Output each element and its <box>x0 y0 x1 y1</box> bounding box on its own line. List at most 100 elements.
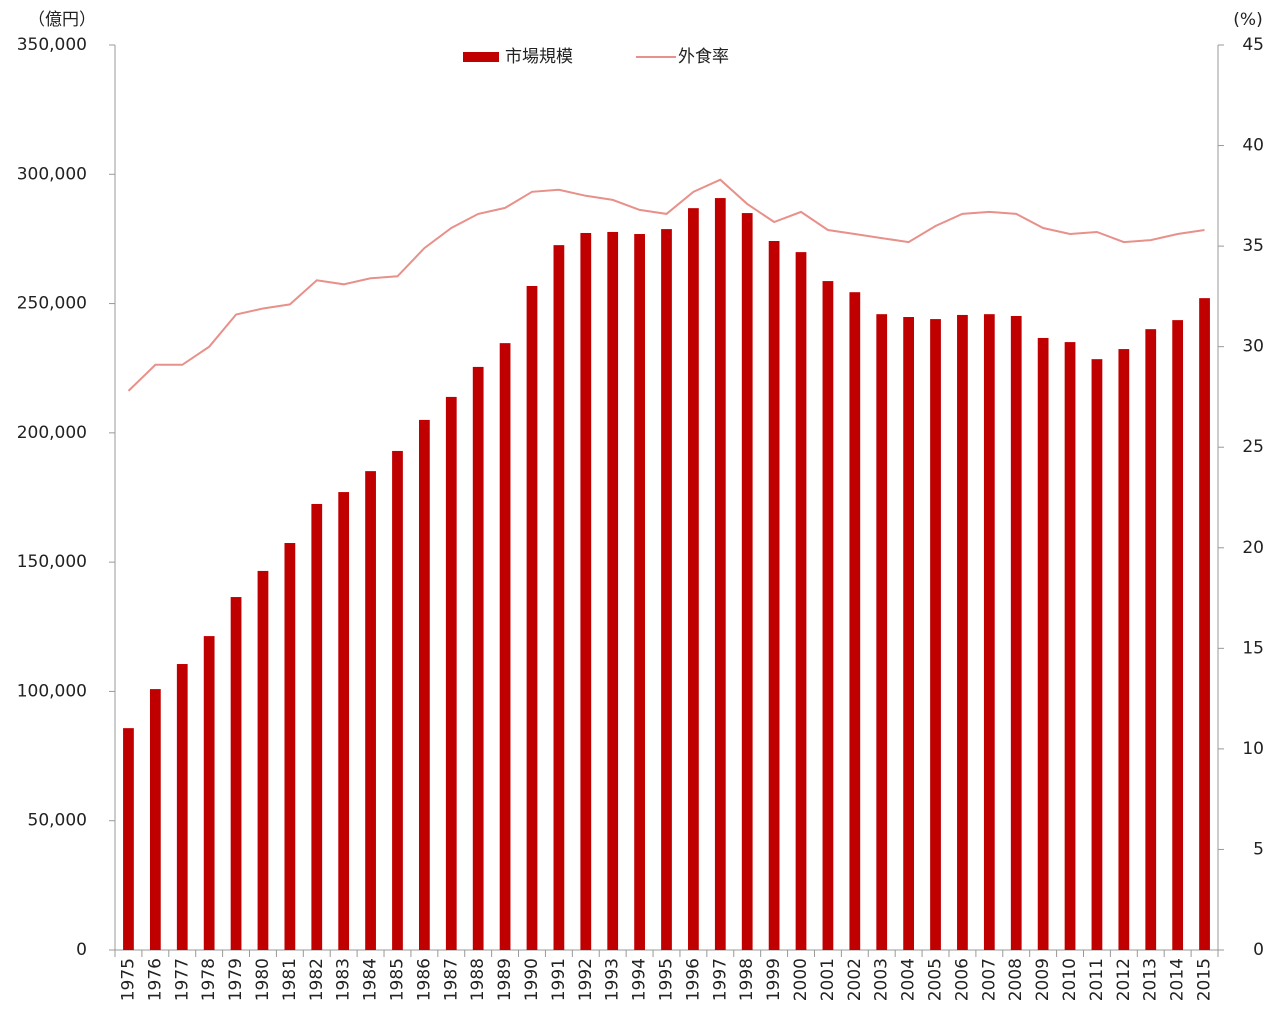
y2-tick-label: 45 <box>1242 35 1264 55</box>
y-tick-label: 350,000 <box>17 35 87 55</box>
y-tick-label: 300,000 <box>17 164 87 184</box>
y-axis-unit: （億円） <box>28 10 96 30</box>
y2-tick-label: 10 <box>1242 739 1264 759</box>
bar <box>822 281 834 951</box>
bar <box>688 208 699 950</box>
x-tick-label: 2000 <box>791 958 811 1001</box>
legend-label: 外食率 <box>678 47 729 67</box>
bar <box>1118 349 1130 951</box>
bar <box>1091 359 1103 950</box>
bar <box>526 285 538 950</box>
x-tick-label: 1988 <box>468 958 488 1001</box>
y2-tick-label: 30 <box>1242 337 1264 357</box>
bar <box>230 597 242 950</box>
bar <box>1064 342 1076 950</box>
x-tick-label: 1986 <box>414 958 434 1001</box>
x-tick-label: 2013 <box>1141 958 1161 1001</box>
legend-label: 市場規模 <box>505 47 573 67</box>
x-tick-label: 1987 <box>441 958 461 1001</box>
bar <box>876 314 888 950</box>
bar <box>418 419 430 950</box>
y2-axis-unit: (%) <box>1233 10 1262 30</box>
bar <box>257 570 269 950</box>
x-tick-label: 1976 <box>145 958 165 1001</box>
bar <box>1037 337 1049 950</box>
x-tick-label: 1983 <box>334 958 354 1001</box>
bar <box>849 292 861 950</box>
y2-tick-label: 5 <box>1253 839 1264 859</box>
bar <box>930 319 941 951</box>
bar <box>499 343 511 951</box>
bar <box>903 317 915 950</box>
bar <box>580 232 592 950</box>
bar <box>472 366 484 951</box>
x-tick-label: 2011 <box>1087 958 1107 1001</box>
x-tick-label: 1996 <box>683 958 703 1001</box>
y2-tick-label: 25 <box>1242 437 1264 457</box>
x-tick-label: 2007 <box>979 958 999 1001</box>
bar <box>365 471 376 950</box>
x-tick-label: 1997 <box>710 958 730 1001</box>
x-tick-label: 2003 <box>872 958 892 1001</box>
x-tick-label: 1981 <box>280 958 300 1001</box>
y2-tick-label: 35 <box>1242 236 1264 256</box>
x-tick-label: 2010 <box>1060 958 1080 1001</box>
y2-tick-label: 0 <box>1253 940 1264 960</box>
x-tick-label: 1985 <box>387 958 407 1001</box>
bar <box>311 503 323 950</box>
bar <box>634 234 645 950</box>
bar <box>1010 315 1022 950</box>
y2-tick-label: 40 <box>1242 136 1264 156</box>
bar <box>607 231 619 950</box>
x-tick-label: 1990 <box>522 958 542 1001</box>
bar <box>714 198 726 950</box>
bar <box>553 245 565 951</box>
bar <box>445 396 457 950</box>
x-tick-label: 1984 <box>361 958 381 1001</box>
bar <box>1145 329 1157 950</box>
x-tick-label: 1989 <box>495 958 515 1001</box>
bar <box>203 636 215 950</box>
bar <box>1199 298 1210 950</box>
legend-swatch <box>463 52 499 62</box>
bar <box>957 314 968 950</box>
x-tick-label: 1975 <box>118 958 138 1001</box>
bar <box>392 450 403 950</box>
bar <box>338 492 350 950</box>
bar <box>661 229 672 951</box>
x-tick-label: 2004 <box>899 958 919 1001</box>
line <box>127 178 1205 392</box>
bar <box>741 213 753 951</box>
x-tick-label: 1977 <box>172 958 192 1001</box>
y2-tick-label: 15 <box>1242 638 1264 658</box>
x-tick-label: 2002 <box>845 958 865 1001</box>
x-tick-label: 1979 <box>226 958 246 1001</box>
x-tick-label: 1978 <box>199 958 219 1001</box>
x-tick-label: 2008 <box>1006 958 1026 1001</box>
bar <box>983 314 995 950</box>
x-tick-label: 2014 <box>1168 958 1188 1001</box>
bar <box>1172 320 1184 950</box>
bar <box>149 689 161 950</box>
y-tick-label: 150,000 <box>17 552 87 572</box>
x-tick-label: 2005 <box>926 958 946 1001</box>
x-tick-label: 1980 <box>253 958 273 1001</box>
bar <box>123 728 134 950</box>
x-tick-label: 2009 <box>1033 958 1053 1001</box>
x-tick-label: 2001 <box>818 958 838 1001</box>
x-tick-label: 2012 <box>1114 958 1134 1001</box>
x-tick-label: 2006 <box>952 958 972 1001</box>
x-tick-label: 1993 <box>603 958 623 1001</box>
y2-tick-label: 20 <box>1242 538 1264 558</box>
x-tick-label: 1991 <box>549 958 569 1001</box>
y-tick-label: 100,000 <box>17 681 87 701</box>
x-tick-label: 1998 <box>737 958 757 1001</box>
x-tick-label: 1999 <box>764 958 784 1001</box>
y-tick-label: 50,000 <box>28 811 87 831</box>
x-tick-label: 2015 <box>1195 958 1215 1001</box>
y-tick-label: 200,000 <box>17 423 87 443</box>
bar <box>176 664 188 950</box>
y-tick-label: 0 <box>76 940 87 960</box>
x-tick-label: 1992 <box>576 958 596 1001</box>
